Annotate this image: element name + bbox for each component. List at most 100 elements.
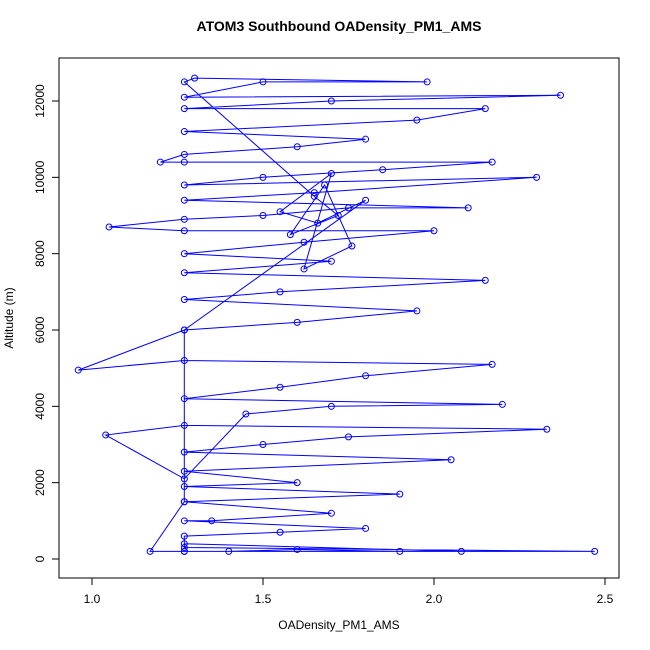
data-point (276, 383, 284, 391)
data-point (259, 173, 267, 181)
data-point (180, 517, 188, 525)
data-point (591, 547, 599, 555)
data-point (348, 242, 356, 250)
data-point (180, 105, 188, 113)
data-point (180, 395, 188, 403)
data-point (180, 498, 188, 506)
data-point (180, 547, 188, 555)
data-point (156, 158, 164, 166)
data-point (180, 93, 188, 101)
data-point (276, 288, 284, 296)
y-tick-label: 10000 (33, 160, 47, 194)
data-point (334, 212, 342, 220)
data-point (293, 479, 301, 487)
data-point (180, 250, 188, 258)
data-point (362, 524, 370, 532)
y-tick-label: 0 (33, 555, 47, 562)
chart-title: ATOM3 Southbound OADensity_PM1_AMS (197, 18, 482, 34)
data-point (300, 265, 308, 273)
y-tick-label: 4000 (33, 393, 47, 420)
x-tick-label: 1.5 (255, 592, 272, 606)
data-point (180, 544, 188, 552)
data-point (533, 173, 541, 181)
data-point (180, 269, 188, 277)
data-point (191, 74, 199, 82)
x-tick-label: 2.0 (426, 592, 443, 606)
data-point (180, 158, 188, 166)
data-point (362, 135, 370, 143)
data-point (180, 295, 188, 303)
data-point (180, 532, 188, 540)
data-point (464, 204, 472, 212)
data-point (180, 540, 188, 548)
data-point (362, 196, 370, 204)
y-tick-label: 8000 (33, 240, 47, 267)
data-point (379, 166, 387, 174)
data-point (276, 208, 284, 216)
data-point (208, 517, 216, 525)
data-point (180, 215, 188, 223)
data-point (314, 219, 322, 227)
data-point (543, 425, 551, 433)
data-point (310, 189, 318, 197)
data-point (557, 91, 565, 99)
data-point (310, 192, 318, 200)
y-tick-label: 6000 (33, 316, 47, 343)
x-axis-label: OADensity_PM1_AMS (278, 618, 399, 632)
data-point (242, 410, 250, 418)
data-point (293, 545, 301, 553)
data-point (362, 372, 370, 380)
data-point (488, 158, 496, 166)
data-point (498, 400, 506, 408)
data-point (180, 227, 188, 235)
data-point (276, 528, 284, 536)
data-point (481, 276, 489, 284)
data-point (180, 326, 188, 334)
data-point (225, 547, 233, 555)
data-point (344, 204, 352, 212)
data-point (488, 360, 496, 368)
data-point (259, 212, 267, 220)
data-point (180, 482, 188, 490)
data-point (413, 116, 421, 124)
x-tick-label: 2.5 (597, 592, 614, 606)
y-tick-label: 2000 (33, 469, 47, 496)
data-point (457, 547, 465, 555)
data-point (180, 467, 188, 475)
y-axis-label: Altitude (m) (2, 287, 16, 348)
data-point (327, 97, 335, 105)
data-point (481, 105, 489, 113)
data-point (327, 509, 335, 517)
data-point (430, 227, 438, 235)
x-tick-label: 1.0 (84, 592, 101, 606)
data-point (327, 257, 335, 265)
data-point (259, 78, 267, 86)
data-point (180, 181, 188, 189)
data-point (105, 223, 113, 231)
data-point (146, 547, 154, 555)
data-point (74, 366, 82, 374)
data-point (180, 357, 188, 365)
data-point (321, 181, 329, 189)
data-point (180, 150, 188, 158)
data-point (413, 307, 421, 315)
data-point (300, 238, 308, 246)
data-point (396, 490, 404, 498)
data-point (286, 231, 294, 239)
data-point (180, 196, 188, 204)
data-point (102, 431, 110, 439)
data-point (180, 421, 188, 429)
data-point (447, 456, 455, 464)
y-tick-label: 12000 (33, 84, 47, 118)
data-point (293, 318, 301, 326)
data-point (180, 128, 188, 136)
data-point (259, 440, 267, 448)
data-line (78, 77, 595, 552)
data-point (180, 78, 188, 86)
data-point (396, 547, 404, 555)
data-point (293, 143, 301, 151)
data-point (344, 433, 352, 441)
data-point (180, 475, 188, 483)
data-point (180, 448, 188, 456)
